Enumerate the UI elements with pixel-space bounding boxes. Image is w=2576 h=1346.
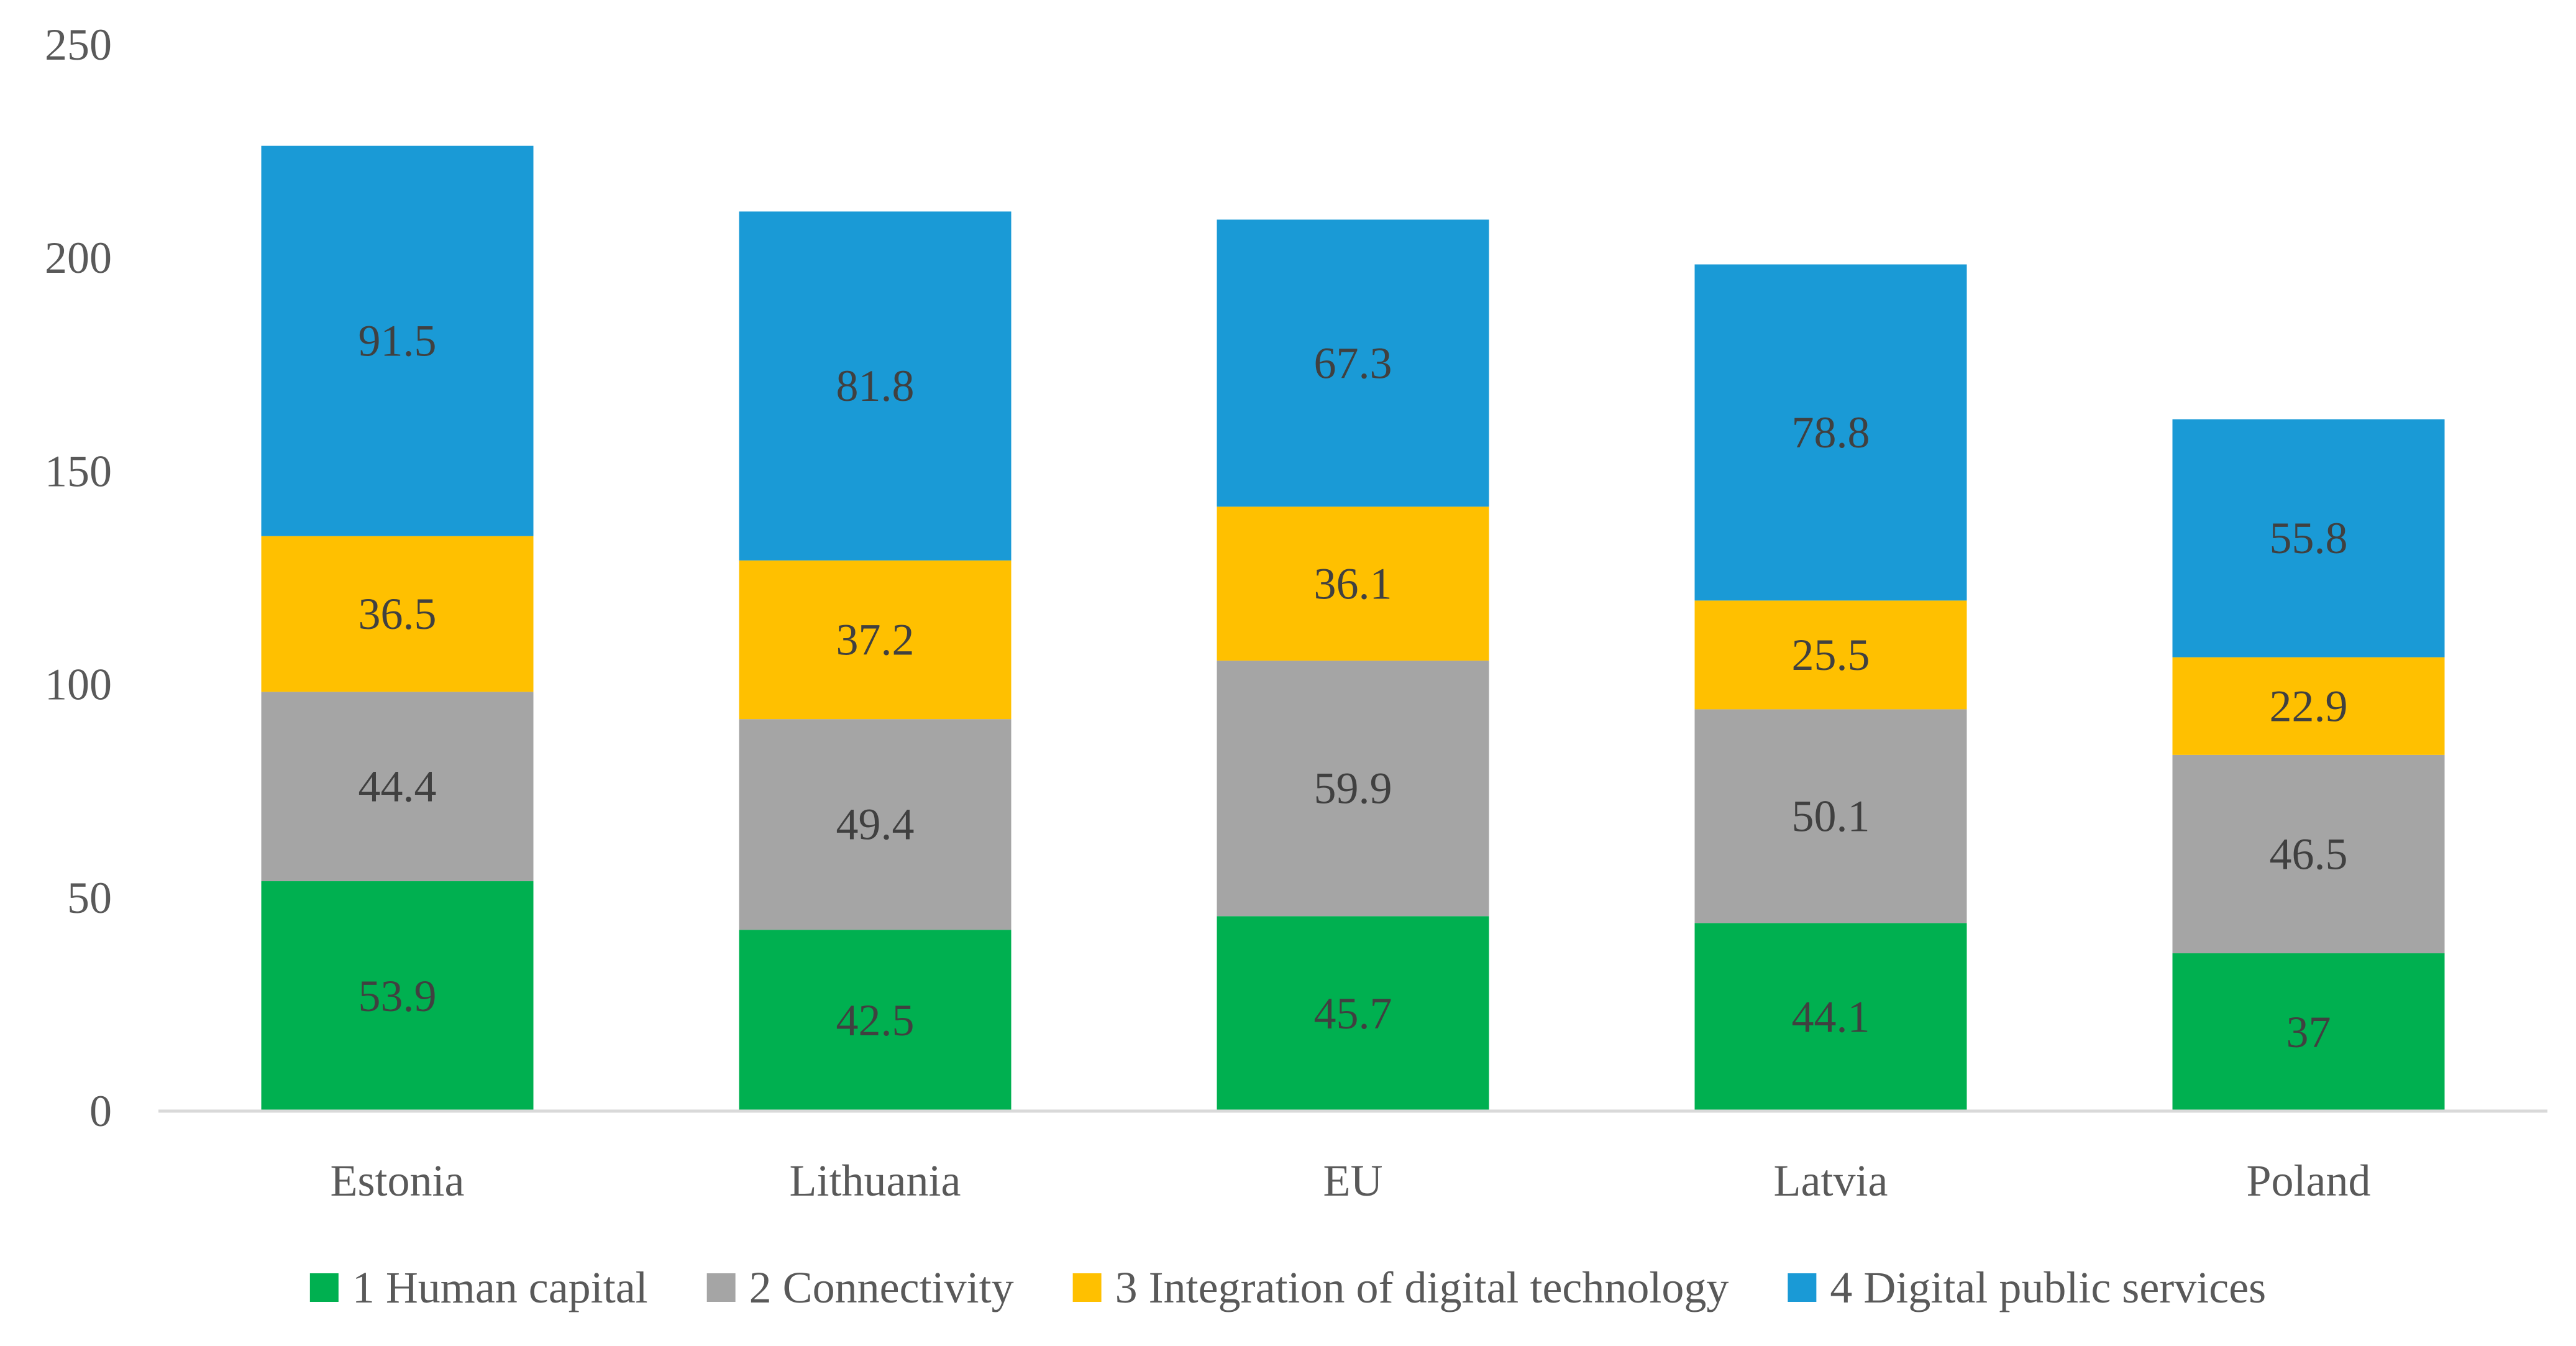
legend-swatch-3 — [1072, 1273, 1102, 1302]
bar-eu-series-4 — [1217, 219, 1489, 507]
y-tick-label-0: 0 — [89, 1086, 112, 1136]
bar-eu-series-1 — [1217, 916, 1489, 1111]
legend-item-2: 2 Connectivity — [706, 1263, 1014, 1312]
legend-swatch-1 — [309, 1273, 339, 1302]
data-label-latvia-series-4: 78.8 — [1792, 408, 1870, 457]
data-label-poland-series-4: 55.8 — [2270, 513, 2348, 563]
data-label-estonia-series-3: 36.5 — [359, 589, 437, 639]
legend-label-1: 1 Human capital — [352, 1263, 648, 1312]
x-tick-label-lithuania: Lithuania — [790, 1156, 961, 1206]
bar-lithuania-series-4 — [739, 211, 1012, 561]
legend-item-3: 3 Integration of digital technology — [1072, 1263, 1729, 1312]
legend-label-2: 2 Connectivity — [749, 1263, 1014, 1312]
legend-label-4: 4 Digital public services — [1830, 1263, 2266, 1312]
data-label-lithuania-series-2: 49.4 — [836, 800, 915, 849]
data-label-estonia-series-4: 91.5 — [359, 316, 437, 366]
data-label-estonia-series-2: 44.4 — [359, 762, 437, 812]
bar-poland-series-1 — [2172, 953, 2445, 1111]
data-label-lithuania-series-1: 42.5 — [836, 996, 915, 1045]
data-label-eu-series-4: 67.3 — [1314, 338, 1392, 388]
x-axis: Estonia Lithuania EU Latvia Poland — [331, 1156, 2371, 1206]
y-tick-label-150: 150 — [45, 446, 112, 496]
bar-poland-series-2 — [2172, 754, 2445, 954]
bar-estonia-series-4 — [261, 145, 534, 536]
legend-swatch-2 — [706, 1273, 736, 1302]
bar-poland-series-4 — [2172, 419, 2445, 657]
bar-latvia-series-2 — [1694, 709, 1967, 923]
bar-eu-series-2 — [1217, 661, 1489, 917]
legend-item-4: 4 Digital public services — [1788, 1263, 2266, 1312]
bar-eu-series-3 — [1217, 506, 1489, 661]
x-tick-label-poland: Poland — [2246, 1156, 2370, 1206]
data-label-latvia-series-1: 44.1 — [1792, 992, 1870, 1042]
x-tick-label-latvia: Latvia — [1774, 1156, 1888, 1206]
data-label-poland-series-1: 37 — [2286, 1007, 2331, 1057]
legend-item-1: 1 Human capital — [309, 1263, 648, 1312]
data-label-lithuania-series-3: 37.2 — [836, 615, 915, 665]
bar-estonia-series-2 — [261, 692, 534, 882]
bar-latvia-series-3 — [1694, 600, 1967, 710]
data-label-eu-series-1: 45.7 — [1314, 989, 1392, 1038]
y-tick-label-100: 100 — [45, 660, 112, 710]
bar-estonia-series-3 — [261, 536, 534, 692]
bar-poland-series-3 — [2172, 657, 2445, 755]
x-tick-label-estonia: Estonia — [331, 1156, 465, 1206]
bar-latvia-series-1 — [1694, 923, 1967, 1111]
y-tick-label-200: 200 — [45, 233, 112, 283]
bar-lithuania-series-1 — [739, 930, 1012, 1111]
data-label-estonia-series-1: 53.9 — [359, 971, 437, 1021]
y-axis: 0 50 100 150 200 250 — [45, 20, 112, 1136]
bar-lithuania-series-2 — [739, 719, 1012, 930]
data-label-poland-series-3: 22.9 — [2270, 681, 2348, 731]
x-tick-label-eu: EU — [1323, 1156, 1383, 1206]
bar-estonia-series-1 — [261, 881, 534, 1111]
y-tick-label-50: 50 — [67, 873, 112, 923]
data-label-poland-series-2: 46.5 — [2270, 829, 2348, 879]
data-label-latvia-series-3: 25.5 — [1792, 630, 1870, 680]
data-label-eu-series-2: 59.9 — [1314, 764, 1392, 813]
bar-lithuania-series-3 — [739, 560, 1012, 720]
y-tick-label-250: 250 — [45, 20, 112, 70]
data-label-eu-series-3: 36.1 — [1314, 559, 1392, 608]
legend-label-3: 3 Integration of digital technology — [1115, 1263, 1729, 1312]
data-label-latvia-series-2: 50.1 — [1792, 791, 1870, 841]
bars-group: 53.9 44.4 36.5 91.5 42.5 49.4 37.2 81.8 45.7 59.9… — [261, 145, 2445, 1111]
legend: 1 Human capital 2 Connectivity 3 Integrati… — [309, 1263, 2266, 1312]
data-label-lithuania-series-4: 81.8 — [836, 361, 915, 411]
legend-swatch-4 — [1788, 1273, 1817, 1302]
bar-latvia-series-4 — [1694, 264, 1967, 601]
